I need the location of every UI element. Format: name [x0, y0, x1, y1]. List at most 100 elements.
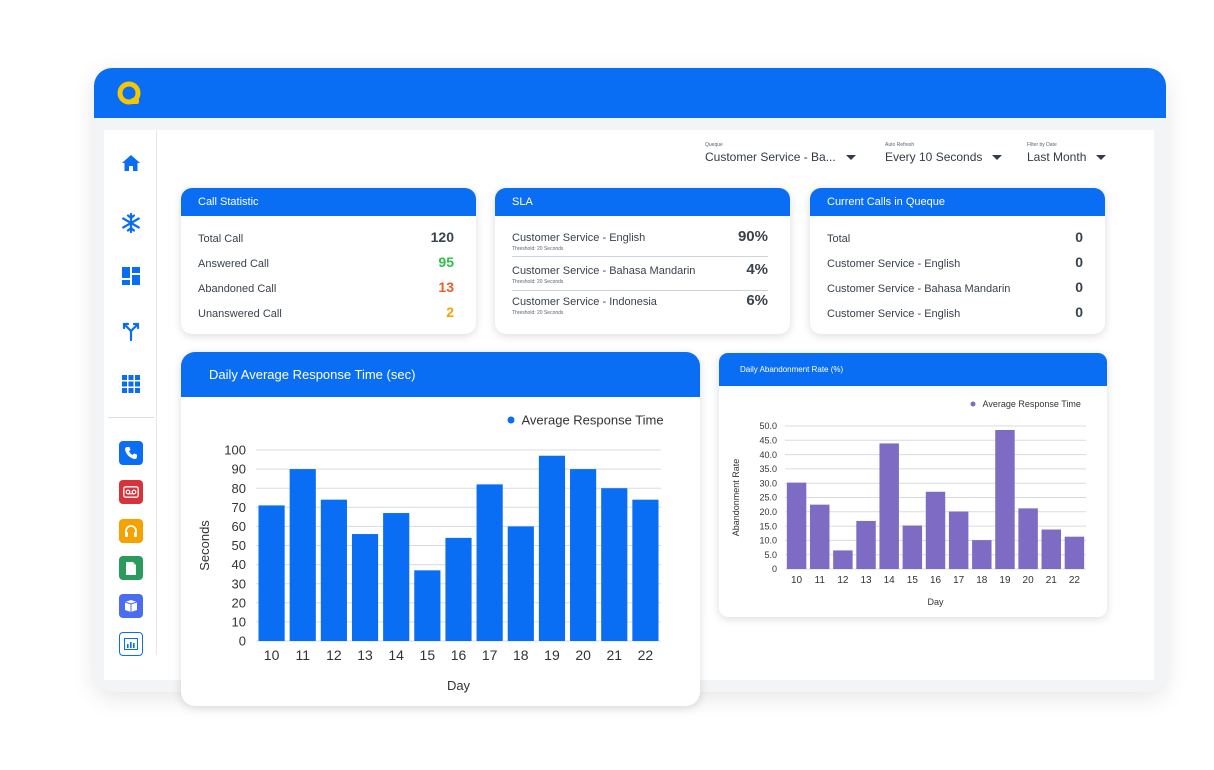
stat-value: 95: [438, 254, 454, 270]
queue-label: Total: [827, 233, 851, 245]
queue-value: 0: [1075, 304, 1083, 320]
chevron-down-icon[interactable]: [845, 154, 856, 160]
phone-icon[interactable]: [119, 441, 143, 465]
x-tick-label: 20: [575, 647, 591, 663]
current-calls-card: Current Calls in Queque Total 0 Customer…: [810, 188, 1105, 334]
report-icon[interactable]: [119, 632, 143, 656]
x-tick-label: 16: [930, 575, 942, 586]
package-icon[interactable]: [119, 594, 143, 618]
voicemail-icon[interactable]: [119, 480, 143, 504]
document-icon[interactable]: [119, 556, 143, 580]
current-calls-title: Current Calls in Queque: [810, 188, 1105, 216]
sla-label: Customer Service - Indonesia: [512, 296, 657, 308]
sla-value: 4%: [746, 261, 768, 278]
y-tick-label: 40.0: [759, 450, 777, 460]
sla-label: Customer Service - Bahasa Mandarin: [512, 265, 696, 277]
y-tick-label: 50: [232, 538, 246, 553]
stat-value: 2: [446, 304, 454, 320]
bar: [507, 526, 534, 641]
response-time-chart-title: Daily Average Response Time (sec): [181, 352, 700, 397]
y-tick-label: 0: [772, 564, 777, 574]
queue-filter-label: Queque: [705, 142, 723, 148]
x-tick-label: 13: [357, 647, 373, 663]
bar: [833, 550, 853, 569]
y-tick-label: 5.0: [764, 550, 777, 560]
bar: [289, 469, 316, 641]
sla-value: 90%: [737, 228, 768, 245]
bar: [476, 484, 503, 641]
y-tick-label: 20.0: [759, 507, 777, 517]
y-tick-label: 45.0: [759, 435, 777, 445]
legend-label: Average Response Time: [522, 413, 664, 428]
sla-threshold: Threshold: 20 Seconds: [512, 246, 564, 252]
x-tick-label: 10: [791, 575, 803, 586]
sla-label: Customer Service - English: [512, 232, 646, 244]
x-tick-label: 21: [1046, 575, 1058, 586]
bar: [972, 540, 992, 569]
app-logo[interactable]: [116, 81, 142, 107]
x-tick-label: 12: [326, 647, 342, 663]
bar: [879, 443, 899, 569]
auto-refresh-filter[interactable]: Auto Refresh Every 10 Seconds: [885, 142, 1003, 164]
bar: [902, 525, 923, 569]
bar: [1018, 508, 1038, 569]
chevron-down-icon[interactable]: [992, 154, 1003, 160]
sla-row: Customer Service - Bahasa Mandarin 4% Thr…: [512, 261, 768, 285]
y-tick-label: 0: [239, 634, 246, 649]
x-tick-label: 17: [953, 575, 965, 586]
response-time-chart-card: Daily Average Response Time (sec) 0 10 20 3…: [181, 352, 700, 706]
y-tick-label: 10: [232, 614, 246, 629]
apps-grid-icon[interactable]: [119, 372, 143, 396]
call-statistic-card: Call Statistic Total Call 120 Answered C…: [181, 188, 476, 334]
x-tick-label: 11: [295, 647, 310, 663]
bar: [320, 499, 347, 641]
y-tick-label: 25.0: [759, 493, 777, 503]
stat-label: Answered Call: [198, 258, 269, 270]
queue-row: Customer Service - English 0: [827, 304, 1083, 320]
snowflake-icon[interactable]: [119, 211, 143, 235]
abandonment-chart-title: Daily Abandonment Rate (%): [719, 353, 1107, 386]
x-tick-label: 15: [907, 575, 919, 586]
queue-row: Total 0: [827, 229, 1083, 245]
x-tick-label: 12: [837, 575, 849, 586]
abandonment-chart: 0 5.0 10.0 15.0 20.0 25.0 30.0 35.0 40.0 45.0 50.0…: [731, 399, 1086, 607]
y-tick-label: 60: [232, 519, 246, 534]
stat-value: 120: [430, 229, 454, 245]
date-filter-label: Filter by Date: [1027, 142, 1057, 148]
headset-icon[interactable]: [119, 519, 143, 543]
bar: [810, 504, 830, 569]
y-tick-label: 15.0: [759, 521, 777, 531]
y-tick-label: 35.0: [759, 464, 777, 474]
sla-threshold: Threshold: 20 Seconds: [512, 279, 564, 285]
bar: [445, 537, 472, 641]
bar: [1064, 536, 1085, 569]
queue-label: Customer Service - English: [827, 308, 961, 320]
stat-row-total: Total Call 120: [198, 229, 454, 245]
stat-row-abandoned: Abandoned Call 13: [198, 279, 454, 295]
bar: [995, 430, 1015, 569]
queue-label: Customer Service - English: [827, 258, 961, 270]
home-icon[interactable]: [119, 151, 143, 175]
stat-row-unanswered: Unanswered Call 2: [198, 304, 454, 320]
x-tick-label: 19: [544, 647, 560, 663]
bar: [786, 482, 807, 569]
x-tick-label: 11: [815, 575, 826, 586]
bar: [1041, 529, 1061, 569]
queue-value: 0: [1075, 279, 1083, 295]
y-tick-label: 100: [224, 443, 246, 458]
stat-row-answered: Answered Call 95: [198, 254, 454, 270]
dashboard-icon[interactable]: [119, 264, 143, 288]
merge-icon[interactable]: [119, 319, 143, 343]
chevron-down-icon[interactable]: [1096, 154, 1107, 160]
bar: [601, 488, 628, 641]
call-statistic-title: Call Statistic: [181, 188, 476, 216]
sidebar-divider: [108, 417, 154, 418]
bar: [258, 505, 285, 641]
sla-row: Customer Service - English 90% Threshold:…: [512, 228, 768, 252]
x-tick-label: 15: [420, 647, 436, 663]
date-filter[interactable]: Filter by Date Last Month: [1027, 142, 1107, 164]
bar: [351, 534, 379, 641]
y-tick-label: 30: [232, 576, 246, 591]
y-tick-label: 10.0: [759, 536, 777, 546]
queue-filter[interactable]: Queque Customer Service - Ba...: [705, 142, 856, 164]
